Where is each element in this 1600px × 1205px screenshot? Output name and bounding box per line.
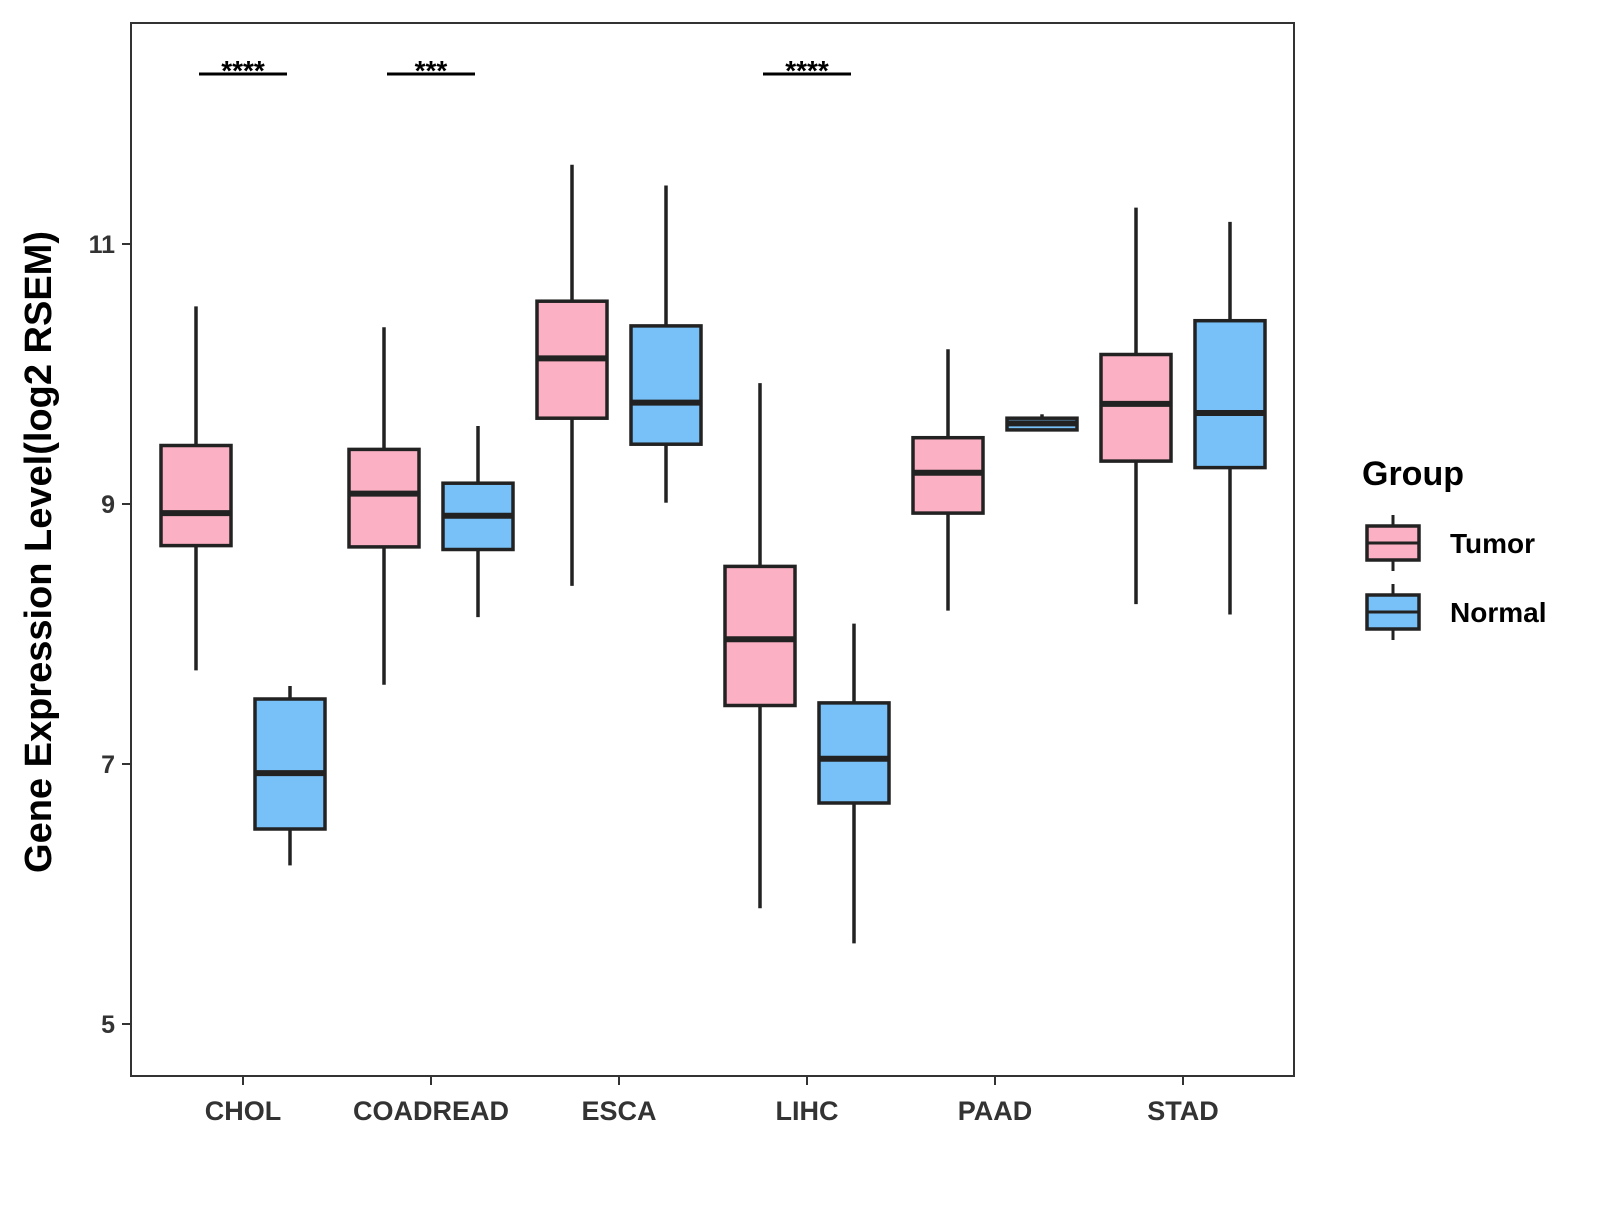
box-normal-coadread bbox=[441, 426, 515, 618]
significance-annotations: **** *** **** bbox=[199, 55, 851, 86]
significance-chol: **** bbox=[199, 55, 287, 86]
box-tumor-chol bbox=[159, 306, 233, 671]
box-body bbox=[253, 697, 327, 831]
box-body bbox=[1099, 352, 1173, 463]
legend-entry-tumor: Tumor bbox=[1365, 515, 1535, 571]
box-normal-chol bbox=[253, 686, 327, 866]
x-tick-label-paad: PAAD bbox=[958, 1096, 1033, 1126]
x-tick-label-coadread: COADREAD bbox=[353, 1096, 509, 1126]
box-body bbox=[159, 443, 233, 548]
box-normal-stad bbox=[1193, 221, 1267, 615]
y-axis-title: Gene Expression Level(log2 RSEM) bbox=[18, 231, 60, 873]
box-tumor-stad bbox=[1099, 207, 1173, 605]
legend-entries: Tumor Normal bbox=[1365, 515, 1546, 640]
box-tumor-paad bbox=[911, 349, 985, 611]
y-tick-label: 9 bbox=[101, 491, 115, 519]
significance-label: *** bbox=[415, 55, 448, 86]
y-tick-label: 7 bbox=[101, 751, 115, 779]
axes: 5 7 9 11 CHOL COADREAD ESCA LIHC PAAD STAD bbox=[89, 231, 1219, 1126]
significance-lihc: **** bbox=[763, 55, 851, 86]
box-tumor-coadread bbox=[347, 327, 421, 685]
x-tick-label-stad: STAD bbox=[1147, 1096, 1219, 1126]
legend-label-normal: Normal bbox=[1450, 597, 1546, 628]
plot-panel-border bbox=[130, 22, 1295, 1077]
box-body bbox=[1193, 318, 1267, 470]
box-series bbox=[159, 164, 1267, 944]
significance-label: **** bbox=[785, 55, 829, 86]
box-tumor-lihc bbox=[723, 383, 797, 909]
box-body bbox=[723, 564, 797, 708]
y-tick-label: 11 bbox=[89, 231, 116, 259]
x-tick-label-lihc: LIHC bbox=[776, 1096, 839, 1126]
box-body bbox=[817, 701, 891, 805]
box-normal-lihc bbox=[817, 623, 891, 944]
legend-entry-normal: Normal bbox=[1365, 584, 1546, 640]
significance-coadread: *** bbox=[387, 55, 475, 86]
box-normal-paad bbox=[1005, 414, 1079, 432]
box-tumor-esca bbox=[535, 164, 609, 586]
x-tick-label-chol: CHOL bbox=[205, 1096, 282, 1126]
x-tick-label-esca: ESCA bbox=[581, 1096, 656, 1126]
box-body bbox=[347, 447, 421, 549]
legend-title: Group bbox=[1362, 455, 1464, 493]
legend: Group Tumor Normal bbox=[1362, 455, 1546, 640]
series-tumor bbox=[159, 164, 1173, 909]
series-normal bbox=[253, 185, 1267, 944]
significance-label: **** bbox=[221, 55, 265, 86]
y-tick-label: 5 bbox=[101, 1011, 115, 1039]
box-normal-esca bbox=[629, 185, 703, 503]
box-body bbox=[629, 324, 703, 446]
legend-label-tumor: Tumor bbox=[1450, 528, 1535, 559]
